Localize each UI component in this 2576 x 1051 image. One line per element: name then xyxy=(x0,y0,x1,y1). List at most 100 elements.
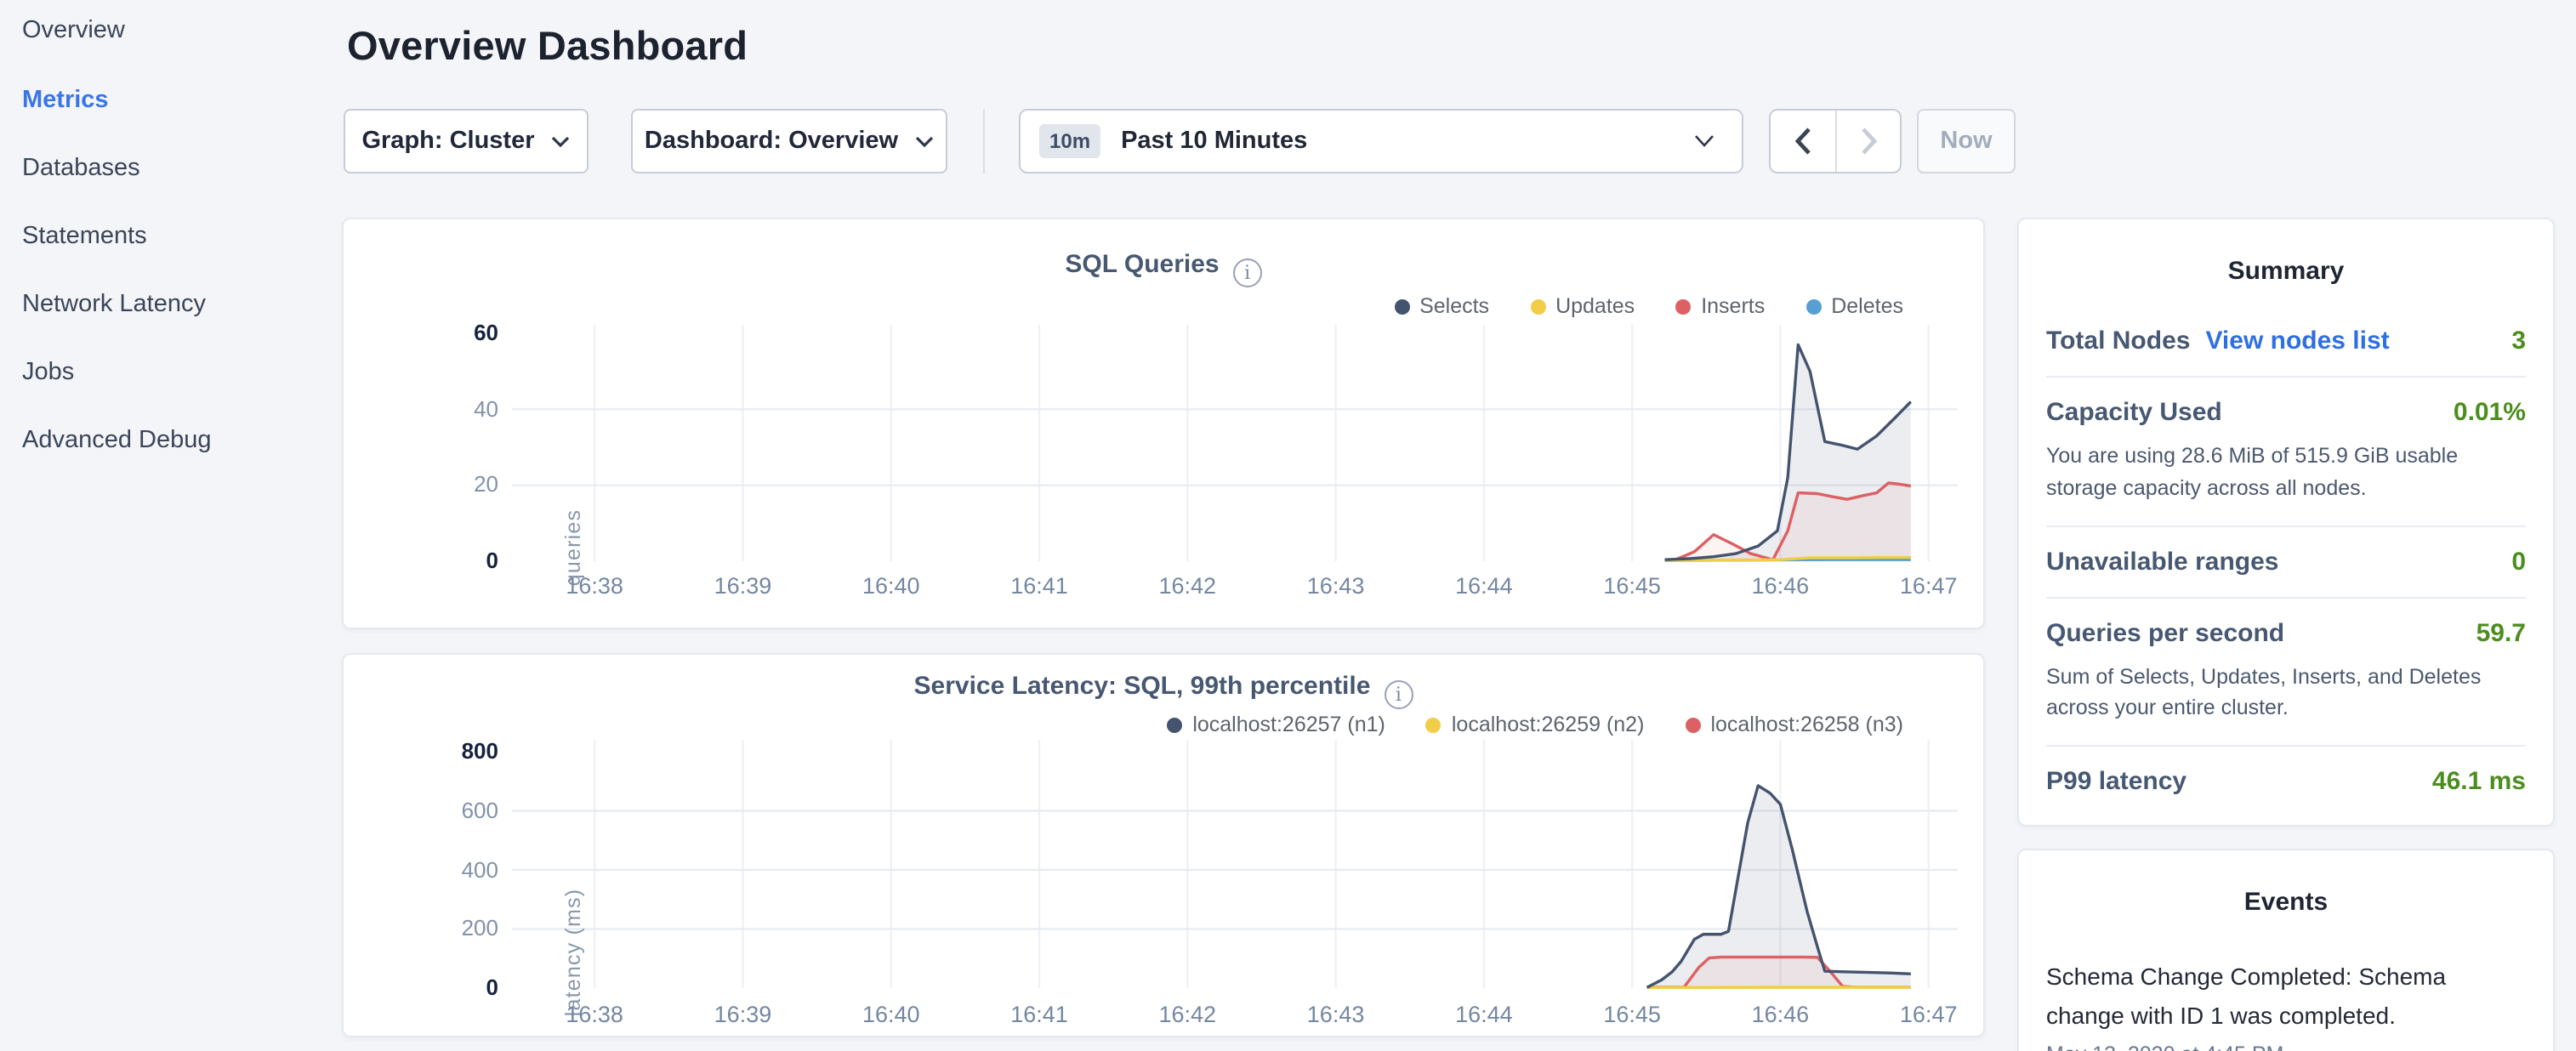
y-axis-tick-label: 600 xyxy=(403,798,498,823)
x-axis-tick-label: 16:47 xyxy=(1874,1002,1983,1027)
now-button[interactable]: Now xyxy=(1917,109,2016,173)
graph-source-dropdown-label: Graph: Cluster xyxy=(361,128,534,155)
summary-row-label: Queries per second xyxy=(2046,618,2284,647)
y-axis-tick-label: 20 xyxy=(403,472,498,497)
time-range-selector[interactable]: 10m Past 10 Minutes xyxy=(1019,109,1743,173)
x-axis-tick-label: 16:47 xyxy=(1874,573,1983,599)
legend-label: Deletes xyxy=(1831,294,1903,318)
legend-label: localhost:26259 (n2) xyxy=(1452,713,1645,736)
legend-item: localhost:26259 (n2) xyxy=(1426,713,1645,736)
y-axis-tick-label: 0 xyxy=(403,974,498,1000)
summary-row-unavailable-ranges: Unavailable ranges 0 xyxy=(2046,525,2526,596)
legend-item: Deletes xyxy=(1805,294,1903,318)
x-axis-tick-label: 16:45 xyxy=(1578,573,1686,599)
summary-panel: Summary Total Nodes View nodes list 3 Ca… xyxy=(2017,218,2555,827)
event-text: Schema Change Completed: Schema change w… xyxy=(2046,957,2526,1035)
legend-dot-icon xyxy=(1675,298,1691,314)
time-forward-button[interactable] xyxy=(1835,111,1900,172)
x-axis-tick-label: 16:41 xyxy=(985,573,1094,599)
dashboard-dropdown[interactable]: Dashboard: Overview xyxy=(631,109,947,173)
chart-plot-area[interactable]: queries 16:3816:3916:4016:4116:4216:4316… xyxy=(512,325,1958,563)
y-axis-tick-label: 200 xyxy=(403,916,498,941)
summary-row-queries-per-second: Queries per second 59.7 Sum of Selects, … xyxy=(2046,596,2526,745)
x-axis-tick-label: 16:40 xyxy=(837,1002,946,1027)
x-axis-tick-label: 16:44 xyxy=(1430,1002,1538,1027)
chart-title-text: Service Latency: SQL, 99th percentile xyxy=(914,672,1371,701)
summary-title: Summary xyxy=(2046,257,2526,286)
summary-row-value: 59.7 xyxy=(2476,618,2526,647)
event-timestamp: May 13, 2020 at 4:45 PM xyxy=(2046,1043,2526,1051)
summary-row-value: 46.1 ms xyxy=(2432,767,2526,796)
summary-row-value: 3 xyxy=(2511,327,2526,355)
chart-canvas xyxy=(512,325,1958,563)
sql-queries-chart-card: SQL Queries i Selects Updates Inserts Delete… xyxy=(342,218,1985,629)
y-axis-tick-label: 40 xyxy=(403,395,498,421)
y-axis-tick-label: 60 xyxy=(403,320,498,345)
time-window-label: Past 10 Minutes xyxy=(1121,128,1307,155)
graph-source-dropdown[interactable]: Graph: Cluster xyxy=(344,109,589,173)
chart-plot-area[interactable]: latency (ms) 16:3816:3916:4016:4116:4216… xyxy=(512,740,1958,991)
controls-row: Graph: Cluster Dashboard: Overview 10m P… xyxy=(0,109,2576,173)
time-back-button[interactable] xyxy=(1771,111,1835,172)
legend-item: Updates xyxy=(1530,294,1635,318)
dashboard-dropdown-label: Dashboard: Overview xyxy=(645,128,898,155)
summary-row-p99-latency: P99 latency 46.1 ms xyxy=(2046,745,2526,816)
chart-title: Service Latency: SQL, 99th percentile i xyxy=(344,672,1983,709)
x-axis-tick-label: 16:43 xyxy=(1282,1002,1390,1027)
legend-item: localhost:26258 (n3) xyxy=(1685,713,1903,736)
sidebar-item-network-latency[interactable]: Network Latency xyxy=(22,287,206,321)
time-step-arrows xyxy=(1769,109,1902,173)
summary-row-description: You are using 28.6 MiB of 515.9 GiB usab… xyxy=(2046,440,2526,504)
y-axis-tick-label: 0 xyxy=(403,548,498,573)
chevron-down-icon xyxy=(1694,126,1714,156)
chart-canvas xyxy=(512,740,1958,991)
summary-row-value: 0.01% xyxy=(2454,398,2526,427)
legend-label: localhost:26258 (n3) xyxy=(1710,713,1903,736)
legend-label: localhost:26257 (n1) xyxy=(1192,713,1385,736)
controls-divider xyxy=(983,109,985,173)
chevron-down-icon xyxy=(552,128,571,155)
summary-row-capacity-used: Capacity Used 0.01% You are using 28.6 M… xyxy=(2046,376,2526,525)
legend-dot-icon xyxy=(1394,298,1409,314)
summary-row-label: Total Nodes xyxy=(2046,327,2190,355)
chart-title: SQL Queries i xyxy=(344,250,1983,287)
x-axis-tick-label: 16:42 xyxy=(1133,573,1242,599)
y-axis-tick-label: 400 xyxy=(403,856,498,882)
info-icon[interactable]: i xyxy=(1384,680,1413,709)
x-axis-tick-label: 16:46 xyxy=(1726,1002,1834,1027)
x-axis-tick-label: 16:38 xyxy=(540,1002,649,1027)
sidebar-item-overview[interactable]: Overview xyxy=(22,14,125,48)
legend-label: Inserts xyxy=(1701,294,1765,318)
sidebar-item-jobs[interactable]: Jobs xyxy=(22,355,74,389)
chart-title-text: SQL Queries xyxy=(1065,250,1219,279)
x-axis-tick-label: 16:41 xyxy=(985,1002,1094,1027)
chart-legend: Selects Updates Inserts Deletes xyxy=(1394,294,1903,318)
time-window-badge: 10m xyxy=(1039,124,1100,158)
info-icon[interactable]: i xyxy=(1233,258,1262,287)
chevron-down-icon xyxy=(915,128,934,155)
summary-row-label: Unavailable ranges xyxy=(2046,547,2278,576)
summary-row-value: 0 xyxy=(2511,547,2526,576)
event-item[interactable]: Schema Change Completed: Schema change w… xyxy=(2046,957,2526,1051)
summary-row-label: P99 latency xyxy=(2046,767,2186,796)
service-latency-chart-card: Service Latency: SQL, 99th percentile i l… xyxy=(342,653,1985,1037)
legend-item: localhost:26257 (n1) xyxy=(1167,713,1385,736)
summary-row-total-nodes: Total Nodes View nodes list 3 xyxy=(2046,327,2526,376)
x-axis-tick-label: 16:42 xyxy=(1133,1002,1242,1027)
view-nodes-list-link[interactable]: View nodes list xyxy=(2205,327,2389,355)
summary-row-label: Capacity Used xyxy=(2046,398,2222,427)
x-axis-tick-label: 16:39 xyxy=(688,1002,797,1027)
sidebar-item-statements[interactable]: Statements xyxy=(22,219,147,253)
db-console-page: Overview Metrics Databases Statements Ne… xyxy=(0,0,2576,1051)
x-axis-tick-label: 16:44 xyxy=(1430,573,1538,599)
chart-legend: localhost:26257 (n1) localhost:26259 (n2)… xyxy=(1167,713,1903,736)
legend-dot-icon xyxy=(1805,298,1821,314)
x-axis-tick-label: 16:45 xyxy=(1578,1002,1686,1027)
summary-row-description: Sum of Selects, Updates, Inserts, and De… xyxy=(2046,661,2526,724)
legend-item: Selects xyxy=(1394,294,1489,318)
y-axis-tick-label: 800 xyxy=(403,738,498,764)
sidebar-item-advanced-debug[interactable]: Advanced Debug xyxy=(22,423,212,457)
legend-label: Updates xyxy=(1555,294,1635,318)
x-axis-tick-label: 16:43 xyxy=(1282,573,1390,599)
legend-dot-icon xyxy=(1530,298,1545,314)
